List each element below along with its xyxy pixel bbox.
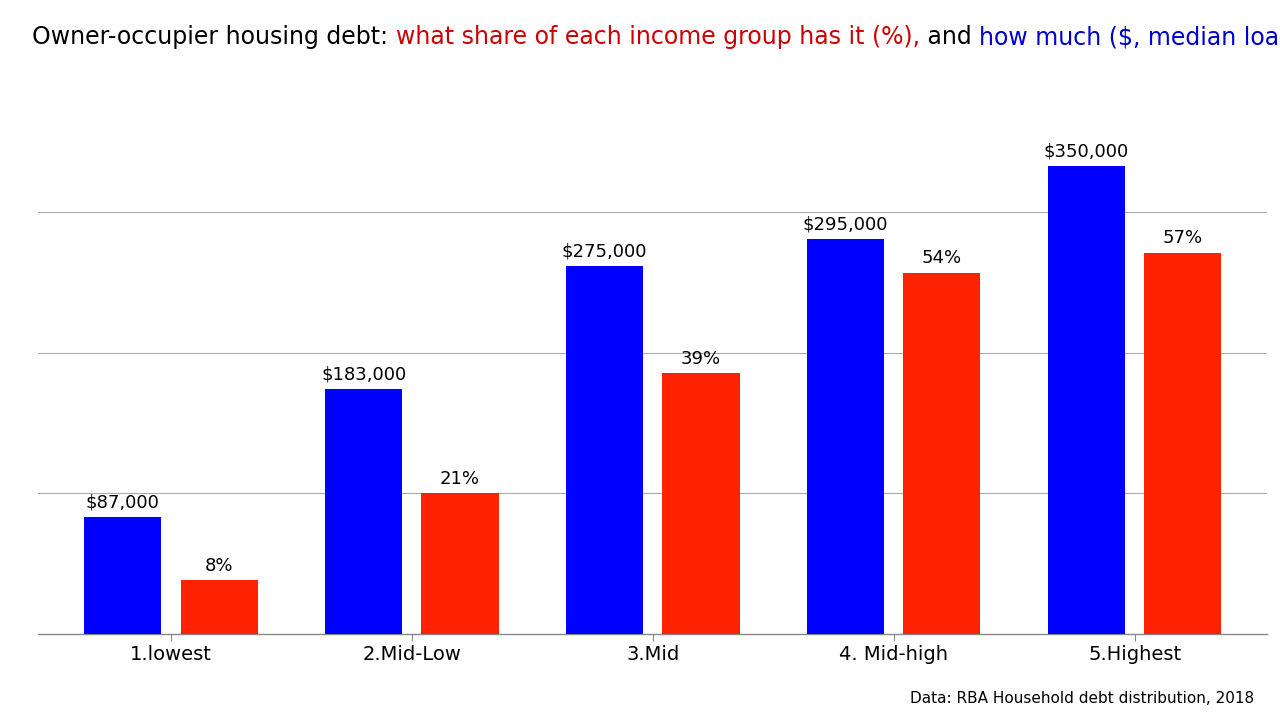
- Bar: [1048, 166, 1125, 634]
- Text: $350,000: $350,000: [1044, 143, 1129, 161]
- Bar: [421, 493, 499, 634]
- Bar: [566, 266, 643, 634]
- Text: what share of each income group has it (%),: what share of each income group has it (…: [396, 25, 919, 49]
- Text: $87,000: $87,000: [86, 494, 160, 512]
- Text: Data: RBA Household debt distribution, 2018: Data: RBA Household debt distribution, 2…: [910, 690, 1254, 706]
- Bar: [663, 373, 740, 634]
- Text: how much ($, median loan)?: how much ($, median loan)?: [979, 25, 1280, 49]
- Bar: [1144, 253, 1221, 634]
- Bar: [904, 273, 980, 634]
- Text: and: and: [919, 25, 979, 49]
- Bar: [84, 517, 161, 634]
- Text: 57%: 57%: [1162, 229, 1203, 247]
- Bar: [325, 389, 402, 634]
- Text: $275,000: $275,000: [562, 243, 648, 261]
- Text: Owner-occupier housing debt:: Owner-occupier housing debt:: [32, 25, 396, 49]
- Text: 21%: 21%: [440, 470, 480, 488]
- Text: 39%: 39%: [681, 349, 721, 367]
- Text: $295,000: $295,000: [803, 216, 888, 234]
- Text: 8%: 8%: [205, 557, 233, 575]
- Text: $183,000: $183,000: [321, 366, 406, 384]
- Text: 54%: 54%: [922, 249, 963, 267]
- Bar: [806, 239, 884, 634]
- Bar: [180, 580, 257, 634]
